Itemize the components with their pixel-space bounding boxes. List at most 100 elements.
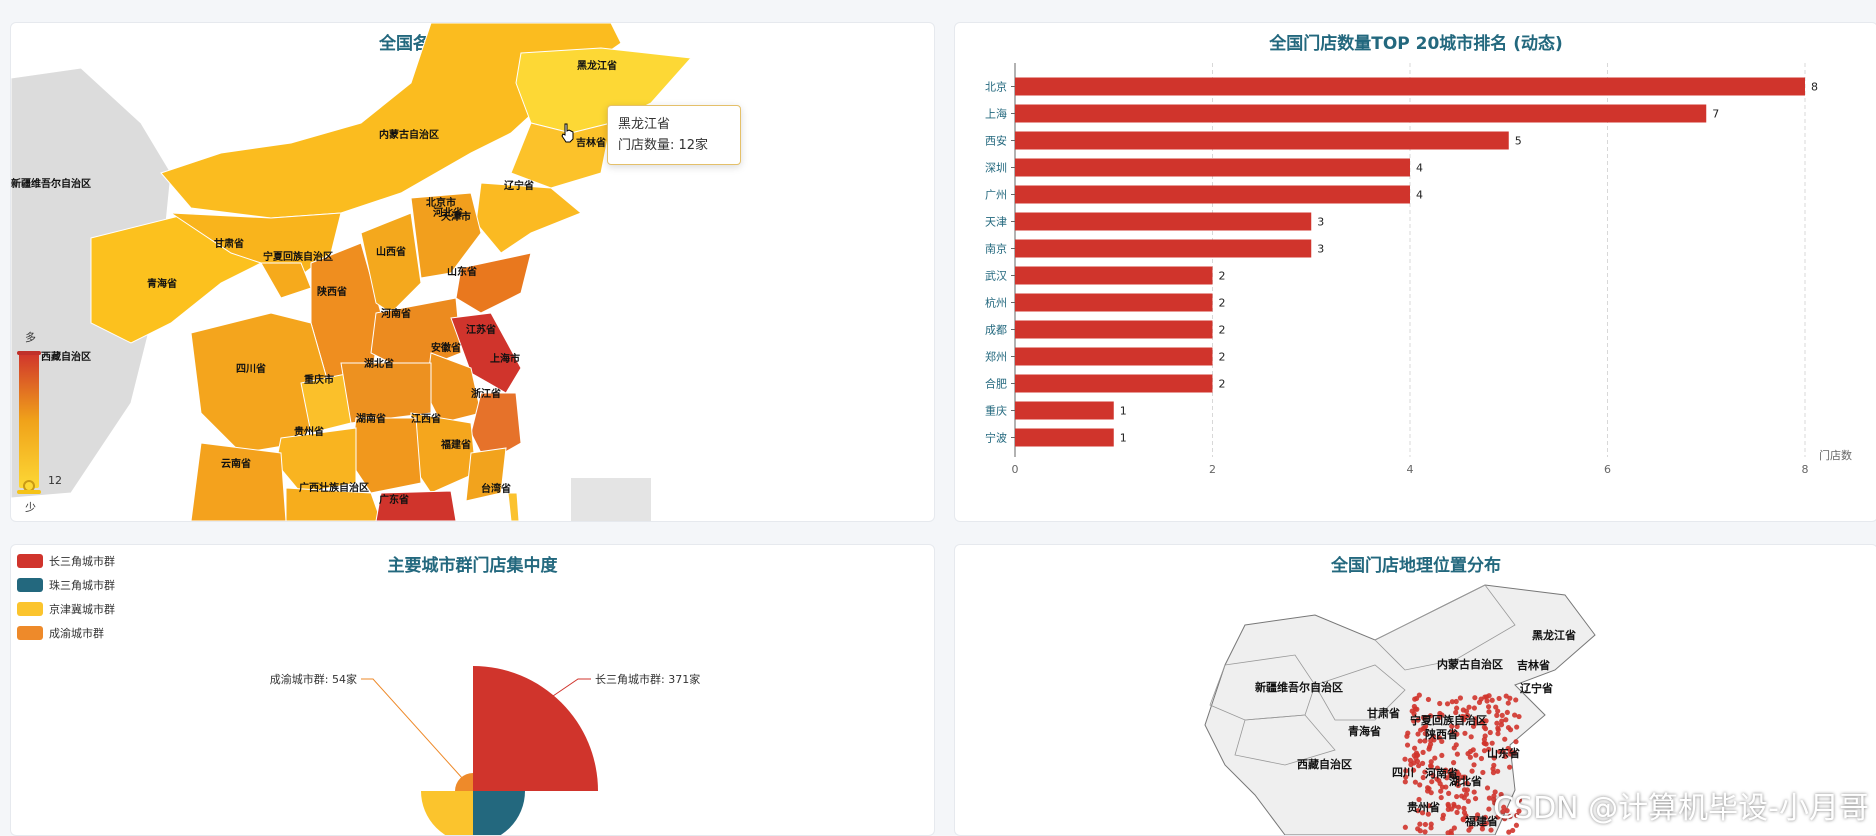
map-region-ningxia[interactable] bbox=[260, 262, 312, 299]
bar[interactable] bbox=[1015, 428, 1114, 447]
store-point bbox=[1505, 745, 1511, 752]
map-region-guangxi[interactable] bbox=[285, 487, 382, 521]
store-point bbox=[1499, 718, 1505, 724]
bar[interactable] bbox=[1015, 185, 1410, 204]
store-point bbox=[1467, 754, 1473, 760]
map-label: 山西省 bbox=[376, 245, 406, 258]
store-point bbox=[1428, 737, 1434, 744]
map-region-shandong[interactable] bbox=[455, 252, 532, 314]
store-point bbox=[1502, 753, 1508, 759]
store-point bbox=[1403, 774, 1409, 780]
legend-item[interactable]: 珠三角城市群 bbox=[17, 573, 115, 597]
store-point bbox=[1454, 769, 1460, 775]
map-label: 上海市 bbox=[490, 352, 520, 365]
bar[interactable] bbox=[1015, 104, 1707, 123]
bar[interactable] bbox=[1015, 401, 1114, 420]
bar[interactable] bbox=[1015, 293, 1213, 312]
store-point bbox=[1470, 747, 1476, 753]
geo-region-label: 辽宁省 bbox=[1520, 681, 1553, 695]
store-point bbox=[1450, 760, 1457, 766]
map-label: 浙江省 bbox=[471, 387, 501, 400]
store-point bbox=[1507, 751, 1513, 757]
city-cluster-pie-chart[interactable]: 长三角城市群: 371家 成渝城市群: 54家 bbox=[11, 545, 934, 835]
bar[interactable] bbox=[1015, 374, 1213, 393]
map-label: 内蒙古自治区 bbox=[379, 128, 439, 141]
map-region-yunnan[interactable] bbox=[190, 442, 287, 521]
city-ranking-bar-chart[interactable]: 0 2 4 6 8 门店数 北京 8 上海 7 西安 5 深圳 4 广州 4 天津 3 南京 3 武汉 2 杭州 2 成都 2 郑州… bbox=[955, 23, 1876, 521]
map-region-jiangsu[interactable] bbox=[450, 312, 522, 394]
store-point bbox=[1439, 784, 1446, 790]
pie-slice-pearl[interactable] bbox=[473, 791, 525, 835]
pie-label-line bbox=[361, 678, 464, 780]
geo-store-points bbox=[1402, 692, 1523, 835]
store-point bbox=[1473, 752, 1479, 758]
store-point bbox=[1489, 697, 1495, 703]
bar[interactable] bbox=[1015, 77, 1805, 96]
map-label: 天津市 bbox=[441, 210, 471, 223]
store-point bbox=[1481, 736, 1487, 743]
store-point bbox=[1491, 793, 1497, 799]
store-point bbox=[1422, 738, 1428, 744]
csdn-watermark: CSDN @计算机毕设-小月哥 bbox=[1493, 791, 1869, 826]
map-label: 甘肃省 bbox=[214, 237, 244, 250]
y-category-label: 成都 bbox=[985, 324, 1007, 337]
store-point bbox=[1438, 794, 1444, 801]
bar[interactable] bbox=[1015, 320, 1213, 339]
bar[interactable] bbox=[1015, 239, 1312, 258]
store-point bbox=[1516, 808, 1522, 814]
pie-slice-yangtze[interactable] bbox=[473, 666, 598, 791]
bar[interactable] bbox=[1015, 212, 1312, 231]
store-point bbox=[1428, 790, 1434, 796]
pie-slice-chengyu[interactable] bbox=[455, 773, 473, 791]
map-region-hubei[interactable] bbox=[340, 362, 432, 424]
bar[interactable] bbox=[1015, 266, 1213, 285]
map-region-liaoning[interactable] bbox=[475, 182, 582, 254]
store-point bbox=[1486, 806, 1492, 812]
bar[interactable] bbox=[1015, 131, 1509, 150]
store-point bbox=[1438, 788, 1444, 794]
pie-label-yangtze: 长三角城市群: 371家 bbox=[595, 672, 700, 686]
map-label: 北京市 bbox=[426, 196, 456, 209]
x-axis-label: 门店数 bbox=[1819, 448, 1852, 462]
map-region-fujian[interactable] bbox=[465, 447, 507, 502]
visualmap-top-handle[interactable] bbox=[17, 351, 41, 355]
map-region-shanxi[interactable] bbox=[360, 212, 422, 314]
map-region-taiwan[interactable] bbox=[507, 492, 520, 521]
map-region-guangdong[interactable] bbox=[375, 490, 457, 521]
store-point bbox=[1428, 759, 1434, 765]
legend-label: 京津冀城市群 bbox=[49, 603, 115, 616]
store-point bbox=[1507, 764, 1513, 770]
store-point bbox=[1427, 713, 1434, 719]
visualmap-bottom-handle[interactable] bbox=[17, 490, 41, 494]
store-point bbox=[1494, 720, 1500, 726]
store-point bbox=[1415, 731, 1421, 737]
store-point bbox=[1495, 731, 1501, 737]
geo-region-label: 贵州省 bbox=[1407, 800, 1440, 814]
store-point bbox=[1445, 806, 1451, 812]
legend-item[interactable]: 京津冀城市群 bbox=[17, 597, 115, 621]
store-point bbox=[1485, 704, 1492, 710]
store-point bbox=[1402, 756, 1408, 762]
map-label: 湖北省 bbox=[364, 357, 394, 370]
geo-region-label: 陕西省 bbox=[1425, 727, 1458, 741]
legend-item[interactable]: 长三角城市群 bbox=[17, 549, 115, 573]
store-point bbox=[1449, 729, 1455, 735]
store-point bbox=[1425, 811, 1431, 817]
visualmap-pointer-icon[interactable] bbox=[23, 480, 35, 492]
geo-region-label: 四川 bbox=[1392, 766, 1414, 779]
map-region-hebei[interactable] bbox=[410, 192, 482, 279]
geo-region-label: 甘肃省 bbox=[1367, 706, 1400, 720]
bar-value-label: 2 bbox=[1219, 297, 1226, 310]
store-point bbox=[1412, 745, 1418, 751]
y-category-label: 武汉 bbox=[985, 270, 1007, 283]
pie-slice-jingjinji[interactable] bbox=[421, 791, 473, 835]
bar-chart-title: 全国门店数量TOP 20城市排名 (动态) bbox=[1269, 34, 1563, 54]
bar[interactable] bbox=[1015, 158, 1410, 177]
store-point bbox=[1481, 748, 1488, 754]
legend-item[interactable]: 成渝城市群 bbox=[17, 621, 115, 645]
legend-label: 珠三角城市群 bbox=[49, 579, 115, 592]
map-region-hunan[interactable] bbox=[350, 417, 422, 494]
bar[interactable] bbox=[1015, 347, 1213, 366]
